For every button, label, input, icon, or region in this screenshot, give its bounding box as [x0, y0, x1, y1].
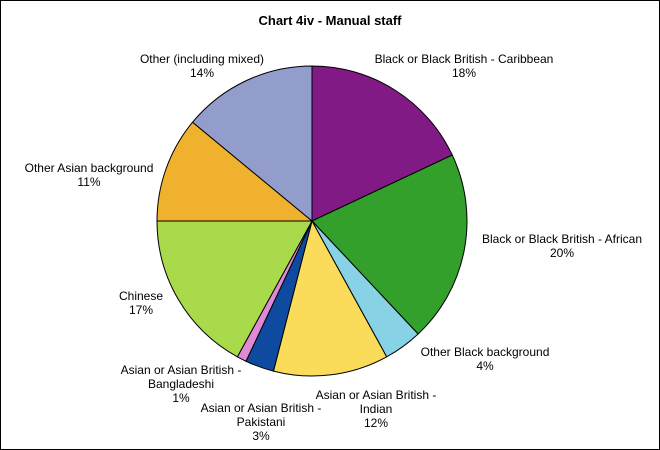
slice-label-other-black-background: Other Black background 4%	[421, 345, 550, 373]
slice-label-asian-or-asian-british-pakistani: Asian or Asian British -Pakistani 3%	[201, 401, 322, 443]
chart-title: Chart 4iv - Manual staff	[258, 13, 402, 28]
pie-slice-black-or-black-british-african	[311, 154, 468, 335]
pie-slice-asian-or-asian-british-indian	[272, 219, 388, 377]
slice-label-asian-or-asian-british-bangladeshi: Asian or Asian British -Bangladeshi 1%	[121, 363, 242, 405]
slice-label-black-or-black-british-african: Black or Black British - African 20%	[482, 232, 642, 260]
pie-slice-chinese	[156, 220, 313, 358]
slice-label-chinese: Chinese 17%	[119, 289, 163, 317]
pie-slice-black-or-black-british-caribbean	[311, 65, 453, 222]
pie-slice-other-asian-background	[156, 121, 314, 222]
slice-label-other-including-mixed: Other (including mixed) 14%	[140, 52, 264, 80]
slice-label-black-or-black-british-caribbean: Black or Black British - Caribbean 18%	[375, 52, 554, 80]
pie-slice-other-including-mixed	[191, 65, 313, 223]
slice-label-asian-or-asian-british-indian: Asian or Asian British -Indian 12%	[316, 388, 437, 430]
slice-label-other-asian-background: Other Asian background 11%	[25, 161, 154, 189]
